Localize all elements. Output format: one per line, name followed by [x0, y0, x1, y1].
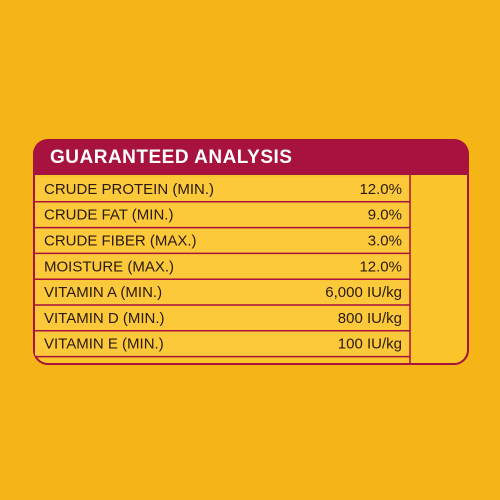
- row-bg: [35, 177, 410, 201]
- row-bg: [35, 254, 410, 279]
- row-label: VITAMIN A (MIN.): [44, 284, 162, 301]
- row-value: 100 IU/kg: [338, 336, 402, 353]
- row-bg: [35, 280, 410, 304]
- row-value: 12.0%: [359, 258, 402, 275]
- row-value: 6,000 IU/kg: [325, 284, 402, 301]
- row-bg: [35, 202, 410, 227]
- row-value: 3.0%: [368, 232, 402, 249]
- header-bar: [34, 140, 468, 175]
- row-bg: [35, 228, 410, 253]
- row-label: VITAMIN D (MIN.): [44, 310, 165, 327]
- row-value: 12.0%: [359, 181, 402, 198]
- row-label: VITAMIN E (MIN.): [44, 336, 164, 353]
- row-label: CRUDE FAT (MIN.): [44, 207, 173, 224]
- row-label: MOISTURE (MAX.): [44, 258, 174, 275]
- row-value: 800 IU/kg: [338, 310, 402, 327]
- row-bg: [35, 331, 410, 356]
- row-value: 9.0%: [368, 207, 402, 224]
- row-label: CRUDE PROTEIN (MIN.): [44, 181, 214, 198]
- header-title: GUARANTEED ANALYSIS: [50, 147, 292, 168]
- rows: CRUDE PROTEIN (MIN.) 12.0% CRUDE FAT (MIN.…: [35, 175, 411, 363]
- row-label: CRUDE FIBER (MAX.): [44, 232, 197, 249]
- row-bg: [35, 306, 410, 330]
